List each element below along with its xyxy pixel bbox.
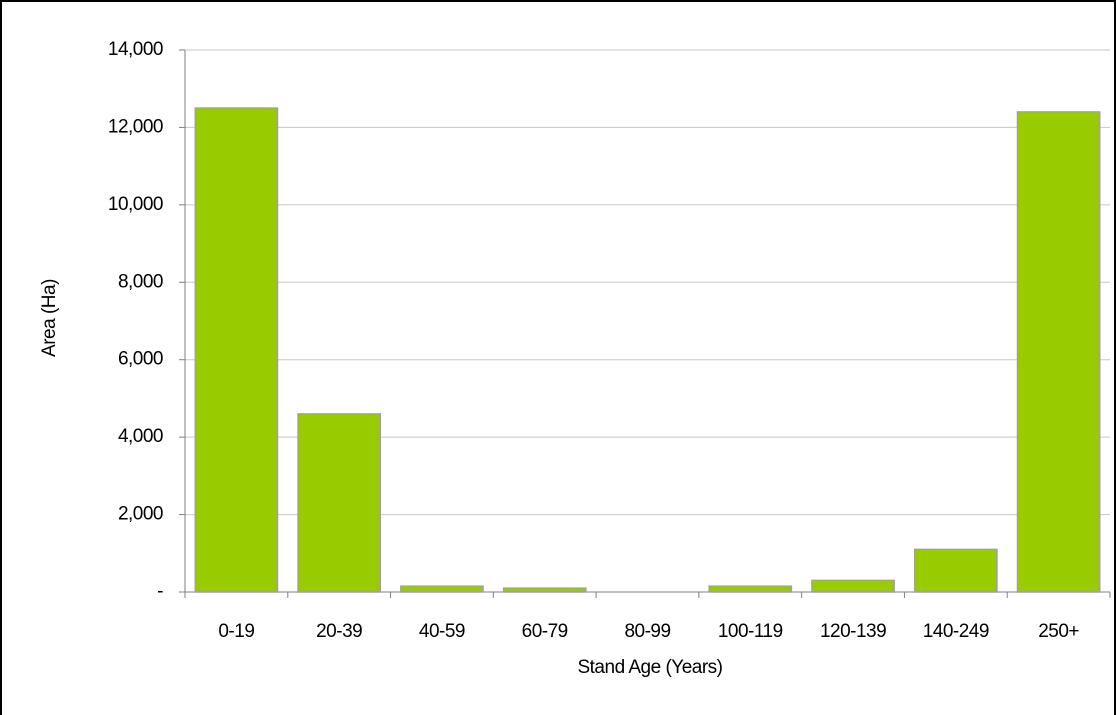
x-tick-label: 250+ (1038, 621, 1079, 642)
y-tick-label: 2,000 (118, 504, 163, 525)
y-tick-label: 6,000 (118, 349, 163, 370)
y-axis-title: Area (Ha) (39, 279, 60, 357)
bar (1016, 111, 1101, 593)
x-tick-label: 60-79 (522, 621, 568, 642)
bar (400, 585, 484, 593)
y-tick-label: 8,000 (118, 271, 163, 292)
x-axis-title: Stand Age (Years) (577, 657, 722, 678)
x-tick-label: 0-19 (218, 621, 254, 642)
x-tick-label: 20-39 (316, 621, 362, 642)
x-tick-label: 80-99 (624, 621, 670, 642)
bar (913, 548, 998, 593)
bar (194, 107, 279, 593)
bar (297, 413, 382, 593)
y-tick-label: 10,000 (108, 194, 163, 215)
bar (708, 585, 793, 593)
x-tick-label: 140-249 (923, 621, 989, 642)
bar (811, 579, 895, 593)
x-tick-label: 120-139 (820, 621, 886, 642)
x-tick-label: 100-119 (718, 621, 783, 642)
y-tick-label: - (157, 581, 163, 602)
y-tick-label: 4,000 (118, 426, 163, 447)
y-tick-label: 14,000 (108, 39, 163, 60)
bar (502, 587, 587, 593)
y-tick-label: 12,000 (108, 116, 163, 137)
x-tick-label: 40-59 (419, 621, 465, 642)
